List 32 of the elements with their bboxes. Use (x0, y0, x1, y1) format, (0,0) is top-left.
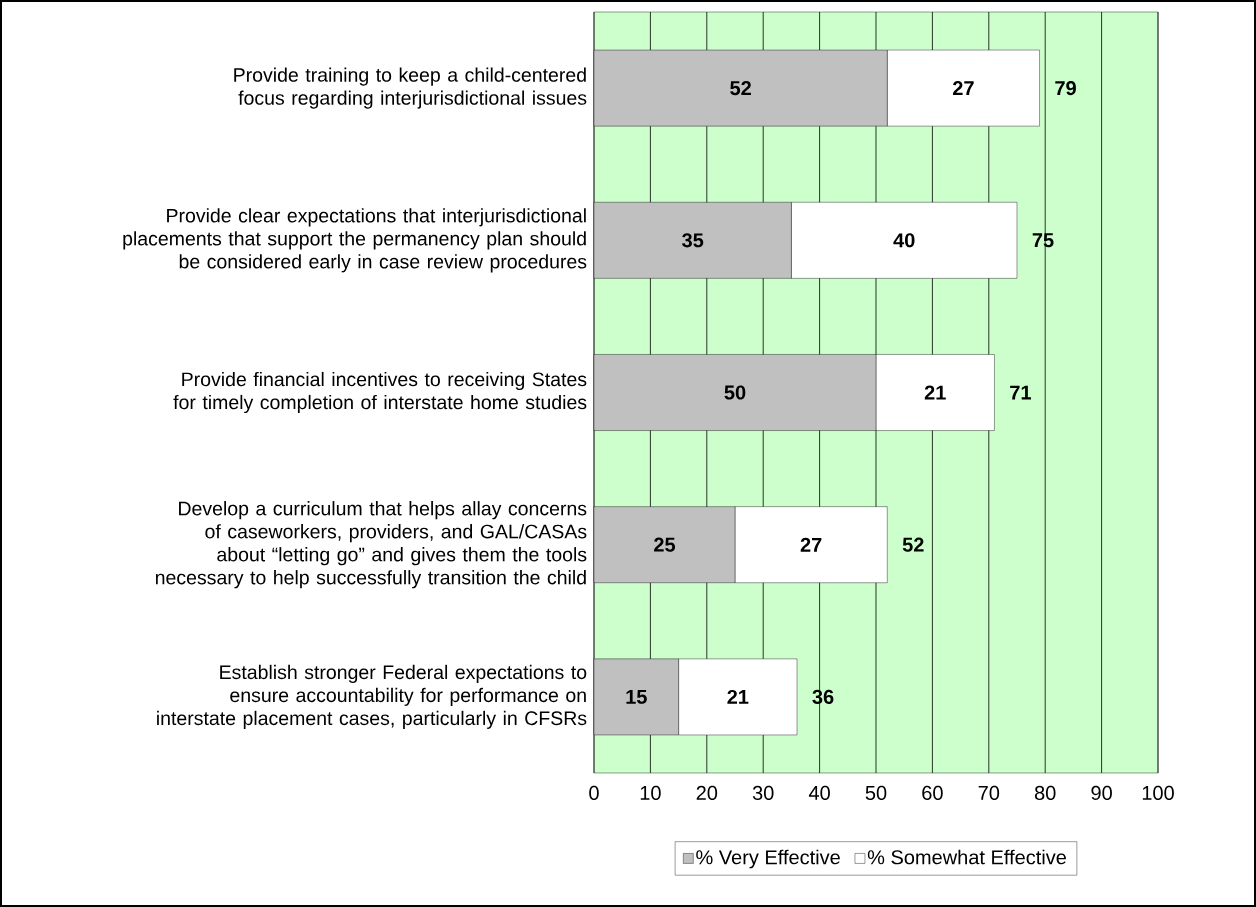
x-tick-label: 40 (808, 785, 830, 801)
y-tick-label: Develop a curriculum that helps allay concerns of caseworkers, providers, and GAL/CASAs about “letting go” and gives them the tools necessary to help successfully transition the child (155, 501, 587, 589)
y-tick-label: Establish stronger Federal expectations to ensure accountability for performance on interstate placement cases, particularly in CFSRs (157, 664, 587, 729)
data-label: 25 (654, 537, 676, 552)
x-tick-label: 0 (589, 785, 599, 801)
x-tick-label: 10 (640, 785, 661, 801)
x-tick-label: 50 (865, 785, 887, 801)
x-tick-label: 30 (752, 785, 774, 801)
x-tick-label: 90 (1091, 785, 1112, 801)
data-label: 40 (893, 233, 915, 248)
data-label: 50 (724, 385, 746, 400)
y-tick-label: Provide clear expectations that interjurisdictional placements that support the permanency plan should be considered early in case review procedures (123, 208, 587, 273)
x-tick-label: 70 (978, 785, 1000, 801)
data-label: 52 (730, 81, 751, 96)
data-label: 27 (952, 81, 974, 96)
data-label: 27 (800, 537, 822, 552)
legend-label: % Somewhat Effective (867, 849, 1066, 865)
data-label: 21 (924, 385, 946, 400)
x-tick-label: 100 (1142, 785, 1174, 801)
legend-label: % Very Effective (696, 849, 840, 869)
x-tick-label: 80 (1034, 785, 1056, 801)
y-tick-label: Provide training to keep a child-centered focus regarding interjurisdictional issues (234, 67, 587, 109)
data-label: 35 (682, 233, 704, 248)
y-tick-label: Provide financial incentives to receiving States for timely completion of interstate home studies (173, 371, 587, 414)
x-tick-label: 20 (696, 785, 718, 801)
total-label: 79 (1055, 81, 1076, 96)
total-label: 75 (1032, 233, 1054, 248)
x-tick-label: 60 (922, 785, 943, 801)
total-label: 52 (902, 537, 924, 552)
data-label: 15 (626, 689, 647, 704)
total-label: 71 (1010, 385, 1031, 400)
data-label: 21 (727, 689, 749, 704)
